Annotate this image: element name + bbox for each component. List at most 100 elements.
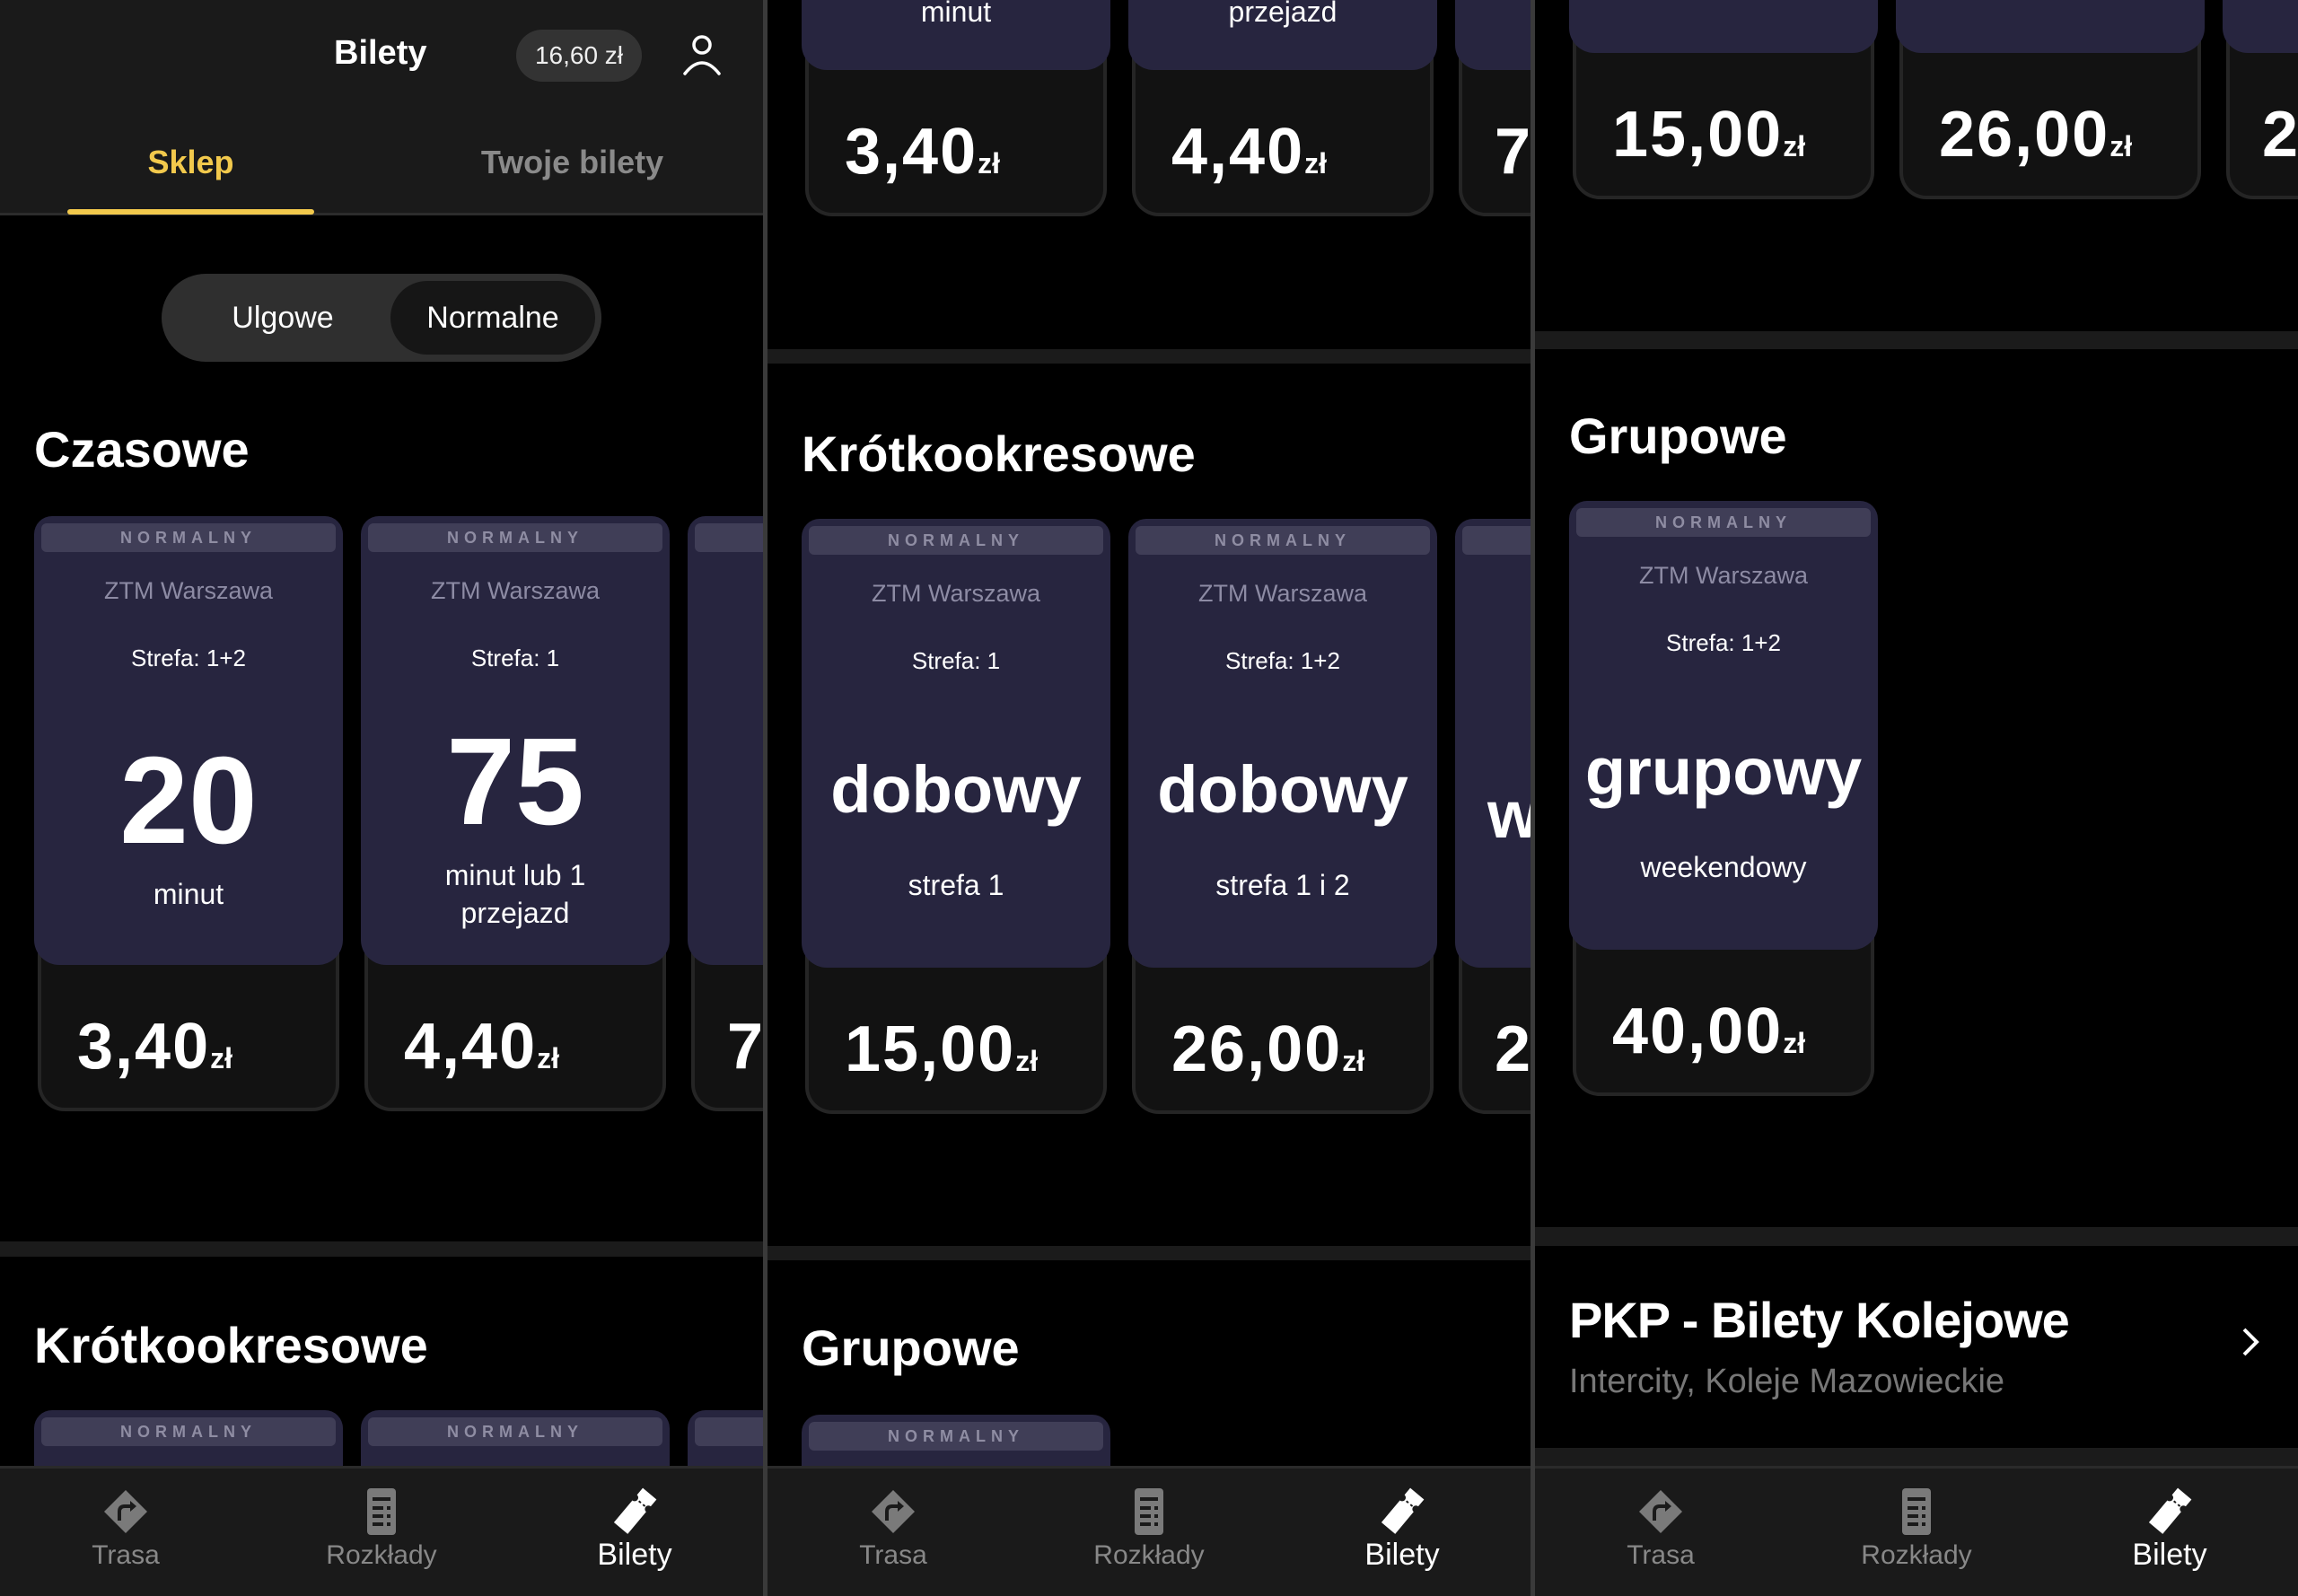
section-divider (767, 349, 1531, 364)
fare-type-toggle[interactable]: Ulgowe Normalne (162, 274, 601, 362)
toggle-option-ulgowe[interactable]: Ulgowe (232, 301, 334, 335)
section-title: Grupowe (802, 1320, 1020, 1376)
ticket-type-badge (695, 523, 763, 552)
price-currency: zł (1783, 1027, 1806, 1059)
schedule-icon (1135, 1488, 1163, 1535)
tab-twoje-bilety[interactable]: Twoje bilety (480, 144, 664, 180)
ticket-card[interactable]: NORMALNY (361, 1410, 670, 1466)
ticket-price: 7, (1495, 115, 1531, 189)
ticket-card-face (1455, 0, 1531, 70)
chevron-right-icon[interactable] (2237, 1324, 2264, 1360)
ticket-card-face (2223, 0, 2298, 53)
ticket-type-badge: NORMALNY (809, 1422, 1103, 1451)
ticket-card-face: przejazd (1128, 0, 1437, 70)
section-title: Krótkookresowe (34, 1317, 428, 1373)
nav-item-bilety[interactable]: Bilety (1312, 1469, 1492, 1596)
ticket-price: 15,00zł (845, 1013, 1038, 1086)
ticket-operator: ZTM Warszawa (1198, 580, 1367, 607)
ticket-card-face: NORMALNY ZTM Warszawa Strefa: 1 75 minut lub… (361, 516, 670, 965)
nav-label: Trasa (92, 1540, 160, 1570)
ticket-icon (613, 1487, 657, 1534)
tab-sklep[interactable]: Sklep (147, 144, 234, 180)
ticket-card[interactable] (688, 1410, 763, 1466)
ticket-type-badge: NORMALNY (368, 523, 662, 552)
nav-item-trasa[interactable]: Trasa (36, 1469, 215, 1596)
ticket-type-badge (1462, 526, 1531, 555)
price-currency: zł (1342, 1045, 1365, 1077)
nav-label: Bilety (1364, 1538, 1440, 1572)
price-value: 7, (727, 1011, 763, 1083)
section-title: Krótkookresowe (802, 425, 1196, 482)
section-divider (0, 1241, 763, 1257)
wallet-balance-button[interactable]: 16,60 zł (516, 30, 642, 82)
ticket-main (1905, 0, 2196, 44)
ticket-card[interactable]: 15,00zł (1569, 0, 1878, 199)
ticket-price: 7, (727, 1010, 763, 1083)
ticket-main: 75 minut lub 1 przejazd (370, 696, 661, 956)
route-icon (1639, 1490, 1682, 1533)
nav-item-rozklady[interactable]: Rozkłady (1059, 1469, 1239, 1596)
ticket-card[interactable]: 26,00zł (1896, 0, 2205, 199)
ticket-card[interactable]: 3,40zł NORMALNY ZTM Warszawa Strefa: 1+2 20 m… (34, 516, 343, 1111)
nav-label: Rozkłady (1861, 1540, 1972, 1570)
ticket-card[interactable]: 4,40zł NORMALNY ZTM Warszawa Strefa: 1 75 min… (361, 516, 670, 1111)
ticket-duration: we (1487, 777, 1531, 853)
ticket-card[interactable]: 2 (2223, 0, 2298, 199)
price-value: 26,00 (1171, 1013, 1343, 1085)
nav-item-bilety[interactable]: Bilety (2080, 1469, 2259, 1596)
price-value: 26,00 (1939, 99, 2110, 171)
bottom-nav: Trasa Rozkłady Bilety (767, 1466, 1531, 1596)
ticket-type-badge: NORMALNY (368, 1417, 662, 1446)
toggle-option-normalne[interactable]: Normalne (390, 281, 595, 355)
ticket-price: 4,40zł (1171, 115, 1327, 189)
nav-item-bilety[interactable]: Bilety (545, 1469, 724, 1596)
nav-item-trasa[interactable]: Trasa (1571, 1469, 1750, 1596)
price-value: 7, (1495, 116, 1531, 188)
ticket-card[interactable]: 40,00zł NORMALNY ZTM Warszawa Strefa: 1+2 gr… (1569, 501, 1878, 1096)
price-currency: zł (1015, 1045, 1039, 1077)
ticket-main: 20 minut (43, 696, 334, 956)
nav-item-rozklady[interactable]: Rozkłady (292, 1469, 471, 1596)
section-divider (1535, 331, 2298, 349)
ticket-card[interactable]: 26,00zł NORMALNY ZTM Warszawa Strefa: 1+2 do… (1128, 519, 1437, 1114)
ticket-duration-unit: minut (920, 0, 992, 28)
pkp-link-title[interactable]: PKP - Bilety Kolejowe (1569, 1292, 2070, 1348)
ticket-price: 3,40zł (77, 1010, 232, 1083)
ticket-price: 26,00zł (1939, 98, 2132, 171)
ticket-zone: Strefa: 1 (911, 647, 1001, 674)
ticket-card[interactable]: 3,40zł minut (802, 0, 1110, 216)
nav-label: Trasa (1627, 1540, 1695, 1570)
ticket-duration-unit: strefa 1 (908, 868, 1004, 901)
ticket-card-face: NORMALNY (802, 1415, 1110, 1466)
price-currency: zł (1783, 130, 1806, 162)
nav-item-rozklady[interactable]: Rozkłady (1827, 1469, 2006, 1596)
nav-item-trasa[interactable]: Trasa (803, 1469, 983, 1596)
price-value: 40,00 (1612, 995, 1784, 1067)
nav-label: Bilety (597, 1538, 672, 1572)
bottom-nav: Trasa Rozkłady Bilety (1535, 1466, 2298, 1596)
ticket-card[interactable]: 7, (1455, 0, 1531, 216)
section-divider (1535, 1448, 2298, 1466)
ticket-card[interactable]: 15,00zł NORMALNY ZTM Warszawa Strefa: 1 dobo… (802, 519, 1110, 1114)
ticket-price: 40,00zł (1612, 995, 1805, 1068)
ticket-main (2255, 0, 2298, 44)
route-icon (872, 1490, 915, 1533)
ticket-type-badge: NORMALNY (41, 1417, 336, 1446)
price-currency: zł (978, 147, 1001, 180)
ticket-card[interactable]: NORMALNY (802, 1415, 1110, 1466)
ticket-duration: 75 (446, 713, 584, 851)
ticket-card[interactable]: 7, (688, 516, 763, 1111)
ticket-type-badge: NORMALNY (1136, 526, 1430, 555)
ticket-duration-unit: minut (153, 878, 224, 910)
route-icon (104, 1490, 147, 1533)
pkp-link-subtitle: Intercity, Koleje Mazowieckie (1569, 1363, 2005, 1400)
ticket-card[interactable]: NORMALNY (34, 1410, 343, 1466)
ticket-price: 3,40zł (845, 115, 1000, 189)
ticket-card[interactable]: 4,40zł przejazd (1128, 0, 1437, 216)
ticket-card-face: minut (802, 0, 1110, 70)
ticket-main (1578, 0, 1869, 44)
ticket-duration-unit: minut lub 1 przejazd (444, 859, 586, 929)
user-icon[interactable] (682, 34, 722, 75)
ticket-card[interactable]: 2 we (1455, 519, 1531, 1114)
ticket-type-badge: NORMALNY (1576, 508, 1871, 537)
